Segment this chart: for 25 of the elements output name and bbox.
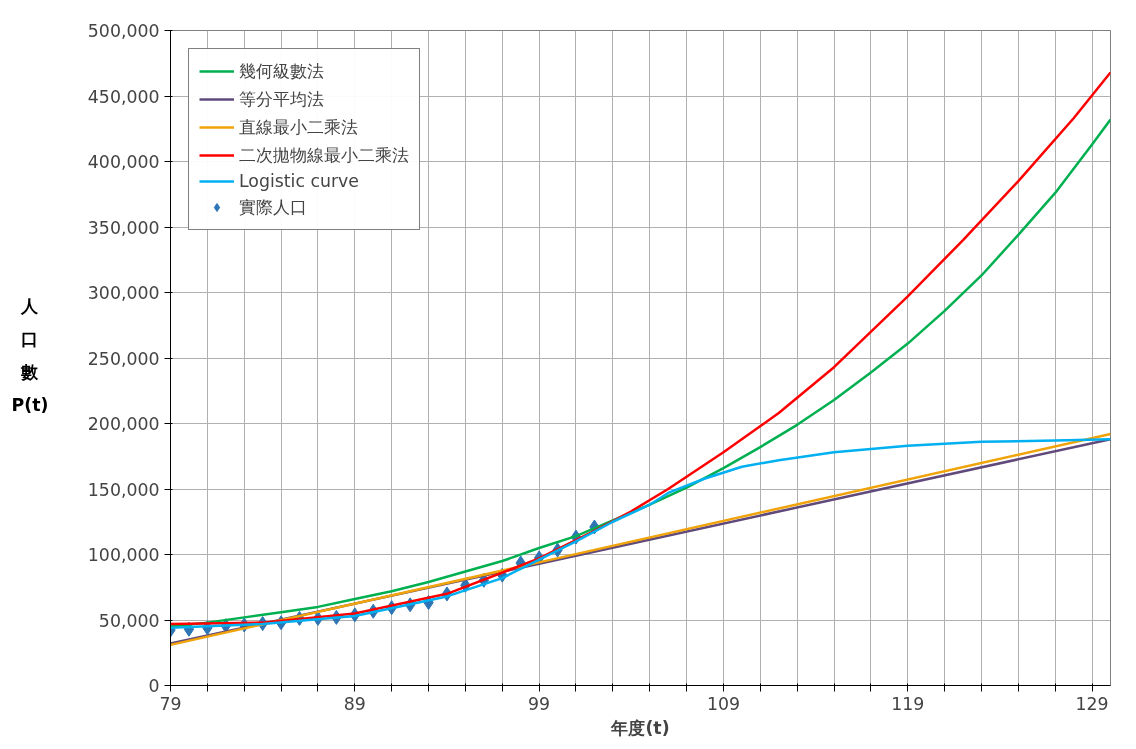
y-tick-label: 150,000	[87, 479, 160, 500]
y-tick-label: 100,000	[87, 545, 160, 565]
x-tick-label: 79	[159, 693, 182, 714]
legend-label: 直線最小二乘法	[239, 116, 358, 139]
x-tick-label: 119	[891, 693, 925, 714]
y-tick-label: 200,000	[87, 414, 160, 434]
y-tick-label: 50,000	[98, 610, 160, 631]
y-tick-label: 250,000	[87, 348, 160, 369]
legend-label: 實際人口	[239, 196, 307, 219]
x-tick-label: 89	[343, 693, 366, 714]
x-tick-label: 129	[1075, 693, 1109, 714]
legend-label: 二次拋物線最小二乘法	[239, 144, 409, 167]
y-tick-label: 350,000	[87, 217, 160, 238]
legend-label: Logistic curve	[239, 171, 359, 191]
legend-label: 等分平均法	[239, 88, 324, 111]
y-tick-label: 450,000	[87, 86, 160, 107]
x-tick-label: 99	[528, 693, 551, 714]
y-tick-label: 400,000	[87, 152, 160, 172]
y-tick-label: 500,000	[87, 21, 160, 41]
y-tick-label: 300,000	[87, 283, 160, 303]
y-tick-label: 0	[148, 676, 160, 696]
x-axis-title: 年度(t)	[610, 717, 670, 738]
x-tick-label: 109	[706, 693, 740, 714]
y-axis-title: 人口數P(t)	[11, 295, 49, 417]
legend-label: 幾何級數法	[239, 60, 324, 83]
